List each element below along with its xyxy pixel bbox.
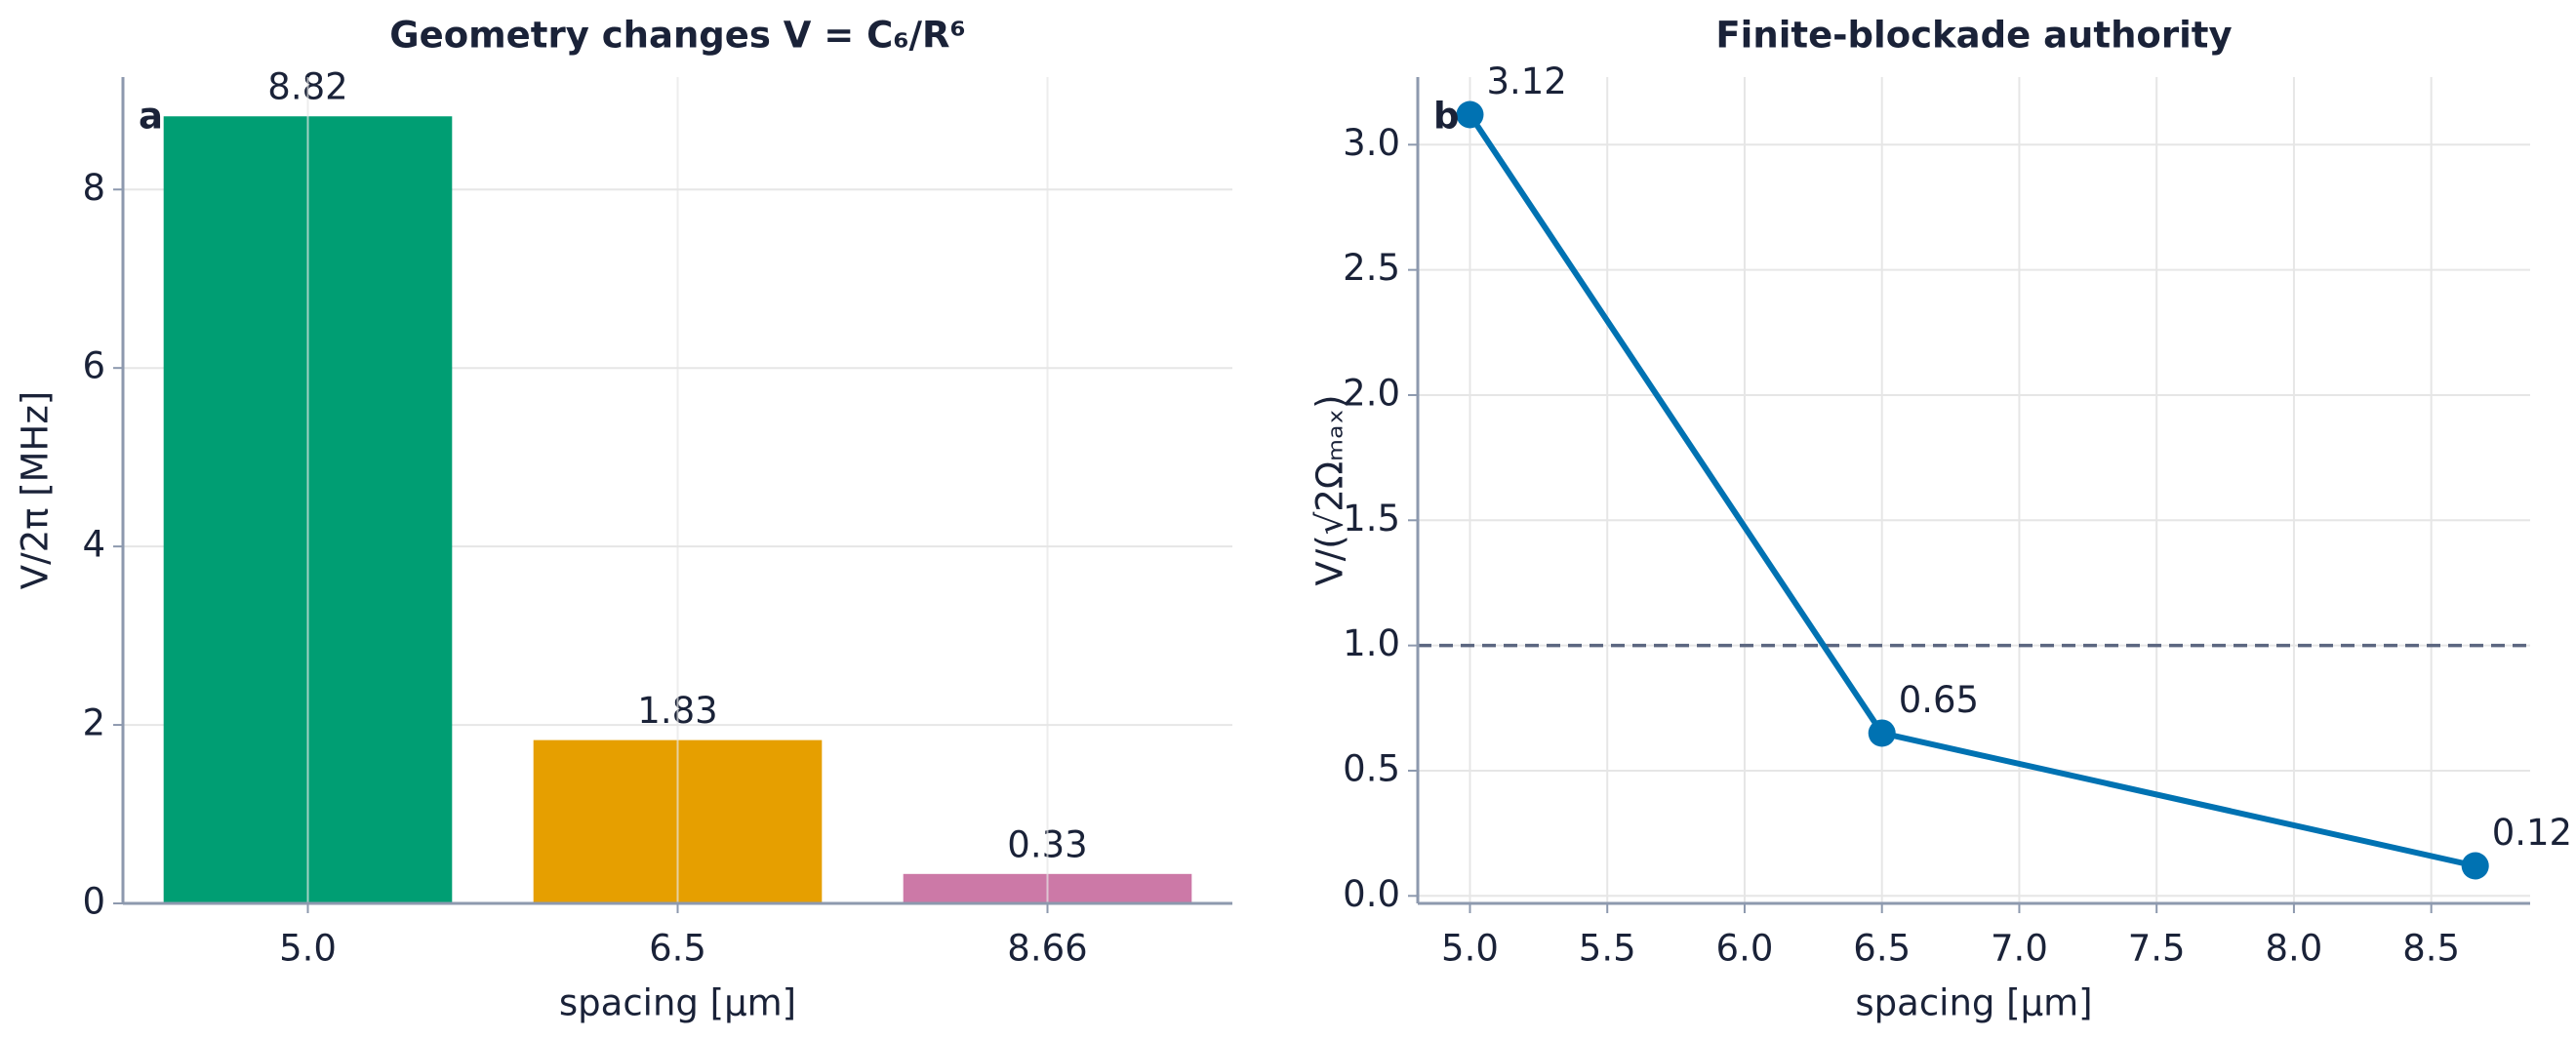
panel-label: a bbox=[139, 96, 163, 138]
x-tick-label: 8.5 bbox=[2402, 928, 2460, 970]
marker bbox=[1456, 100, 1484, 129]
x-tick-label: 5.5 bbox=[1579, 928, 1636, 970]
x-tick-label: 6.5 bbox=[1853, 928, 1911, 970]
x-tick-label: 7.0 bbox=[1991, 928, 2048, 970]
x-tick-label: 7.5 bbox=[2128, 928, 2186, 970]
x-tick-label: 5.0 bbox=[1441, 928, 1499, 970]
panel-label: b bbox=[1433, 96, 1460, 138]
y-tick-label: 8 bbox=[82, 167, 105, 209]
y-tick-label: 6 bbox=[82, 345, 105, 387]
value-label: 0.12 bbox=[2492, 812, 2572, 854]
y-tick-label: 0 bbox=[82, 881, 105, 923]
x-tick-label: 6.0 bbox=[1716, 928, 1774, 970]
y-tick-label: 1.5 bbox=[1343, 498, 1400, 539]
y-tick-label: 2.5 bbox=[1343, 247, 1400, 289]
y-axis-label: V/(√2Ωₘₐₓ) bbox=[1309, 394, 1351, 585]
y-tick-label: 0.0 bbox=[1343, 873, 1400, 915]
marker bbox=[2461, 852, 2489, 880]
y-tick-label: 2.0 bbox=[1343, 372, 1400, 414]
x-tick-label: 8.66 bbox=[1007, 928, 1087, 970]
y-tick-label: 2 bbox=[82, 702, 105, 744]
x-tick-label: 6.5 bbox=[649, 928, 706, 970]
y-tick-label: 1.0 bbox=[1343, 622, 1400, 664]
chart-title: Finite-blockade authority bbox=[1715, 15, 2232, 57]
x-axis-label: spacing [µm] bbox=[559, 982, 796, 1024]
chart-title: Geometry changes V = C₆/R⁶ bbox=[389, 15, 966, 57]
y-tick-label: 4 bbox=[82, 524, 105, 566]
x-tick-label: 5.0 bbox=[279, 928, 337, 970]
marker bbox=[1868, 719, 1896, 747]
y-tick-label: 3.0 bbox=[1343, 122, 1400, 164]
line bbox=[1467, 112, 2476, 869]
y-axis-label: V/2π [MHz] bbox=[15, 391, 57, 589]
x-axis-label: spacing [µm] bbox=[1855, 982, 2092, 1024]
y-tick-label: 0.5 bbox=[1343, 747, 1400, 789]
x-tick-label: 8.0 bbox=[2266, 928, 2323, 970]
value-label: 0.65 bbox=[1899, 679, 1979, 721]
value-label: 3.12 bbox=[1486, 60, 1566, 102]
